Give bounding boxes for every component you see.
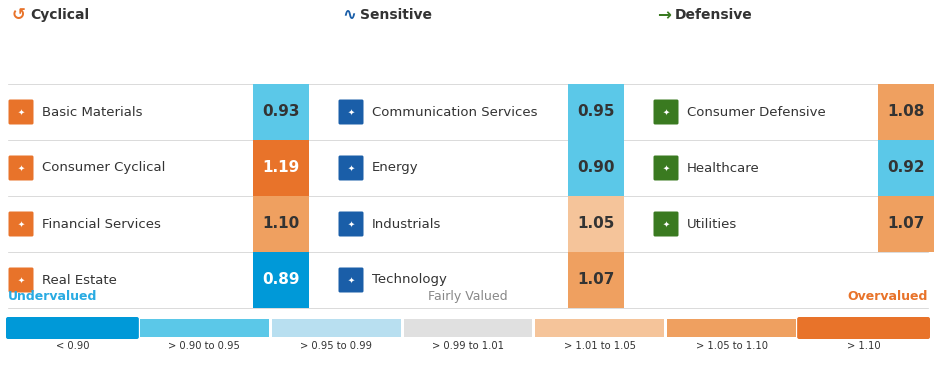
- FancyBboxPatch shape: [339, 212, 363, 237]
- Text: > 1.05 to 1.10: > 1.05 to 1.10: [695, 341, 768, 351]
- Text: ✦: ✦: [18, 276, 24, 284]
- Bar: [271, 319, 401, 337]
- Text: ✦: ✦: [18, 164, 24, 173]
- Text: 1.05: 1.05: [578, 217, 615, 232]
- Text: ✦: ✦: [663, 107, 669, 117]
- Text: > 1.01 to 1.05: > 1.01 to 1.05: [563, 341, 636, 351]
- Text: ✦: ✦: [347, 164, 355, 173]
- Text: ✦: ✦: [347, 220, 355, 229]
- Text: ↺: ↺: [12, 6, 26, 24]
- Text: 0.92: 0.92: [887, 161, 925, 176]
- FancyBboxPatch shape: [653, 100, 679, 125]
- Text: ✦: ✦: [18, 220, 24, 229]
- Text: 1.19: 1.19: [262, 161, 300, 176]
- Text: Basic Materials: Basic Materials: [42, 105, 142, 119]
- Text: 1.10: 1.10: [262, 217, 300, 232]
- FancyBboxPatch shape: [6, 317, 139, 339]
- Text: Fairly Valued: Fairly Valued: [428, 290, 508, 303]
- Text: Sensitive: Sensitive: [360, 8, 432, 22]
- Text: Utilities: Utilities: [687, 217, 738, 230]
- FancyBboxPatch shape: [339, 267, 363, 293]
- Bar: [568, 252, 624, 308]
- Bar: [667, 319, 797, 337]
- Text: ✦: ✦: [18, 107, 24, 117]
- Text: 1.07: 1.07: [578, 273, 615, 288]
- Text: ∿: ∿: [342, 6, 356, 24]
- Text: Cyclical: Cyclical: [30, 8, 89, 22]
- Text: ✦: ✦: [663, 164, 669, 173]
- Bar: [139, 319, 269, 337]
- Text: Consumer Cyclical: Consumer Cyclical: [42, 161, 166, 174]
- Text: Industrials: Industrials: [372, 217, 442, 230]
- Text: > 1.10: > 1.10: [847, 341, 881, 351]
- Text: Healthcare: Healthcare: [687, 161, 760, 174]
- Bar: [568, 140, 624, 196]
- Text: < 0.90: < 0.90: [55, 341, 89, 351]
- Text: Energy: Energy: [372, 161, 418, 174]
- Bar: [253, 84, 309, 140]
- Bar: [535, 319, 665, 337]
- Text: > 0.99 to 1.01: > 0.99 to 1.01: [432, 341, 504, 351]
- FancyBboxPatch shape: [339, 156, 363, 181]
- FancyBboxPatch shape: [797, 317, 930, 339]
- Text: Undervalued: Undervalued: [8, 290, 97, 303]
- Text: 1.08: 1.08: [887, 105, 925, 120]
- Bar: [253, 252, 309, 308]
- FancyBboxPatch shape: [8, 100, 34, 125]
- Bar: [403, 319, 533, 337]
- FancyBboxPatch shape: [8, 267, 34, 293]
- Bar: [253, 140, 309, 196]
- Bar: [878, 140, 934, 196]
- Bar: [253, 196, 309, 252]
- Text: Defensive: Defensive: [675, 8, 753, 22]
- Text: Consumer Defensive: Consumer Defensive: [687, 105, 826, 119]
- Text: →: →: [657, 6, 671, 24]
- Text: Financial Services: Financial Services: [42, 217, 161, 230]
- FancyBboxPatch shape: [653, 156, 679, 181]
- Text: 0.95: 0.95: [578, 105, 615, 120]
- Bar: [568, 84, 624, 140]
- Text: ✦: ✦: [347, 276, 355, 284]
- Text: Communication Services: Communication Services: [372, 105, 537, 119]
- Bar: [878, 84, 934, 140]
- FancyBboxPatch shape: [8, 212, 34, 237]
- Text: > 0.95 to 0.99: > 0.95 to 0.99: [300, 341, 373, 351]
- Text: 0.89: 0.89: [262, 273, 300, 288]
- Bar: [878, 196, 934, 252]
- Bar: [568, 196, 624, 252]
- Text: ✦: ✦: [347, 107, 355, 117]
- Text: > 0.90 to 0.95: > 0.90 to 0.95: [168, 341, 241, 351]
- Text: Technology: Technology: [372, 274, 446, 286]
- FancyBboxPatch shape: [8, 156, 34, 181]
- Text: 0.93: 0.93: [262, 105, 300, 120]
- FancyBboxPatch shape: [339, 100, 363, 125]
- Text: 1.07: 1.07: [887, 217, 925, 232]
- Text: 0.90: 0.90: [578, 161, 615, 176]
- Text: ✦: ✦: [663, 220, 669, 229]
- Text: Overvalued: Overvalued: [848, 290, 928, 303]
- FancyBboxPatch shape: [653, 212, 679, 237]
- Text: Real Estate: Real Estate: [42, 274, 117, 286]
